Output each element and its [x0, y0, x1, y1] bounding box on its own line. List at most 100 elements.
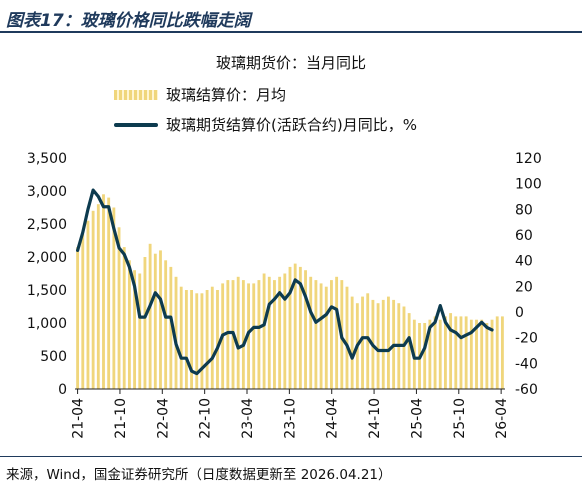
bar: [190, 290, 193, 389]
bar: [464, 316, 468, 389]
title-rule: [0, 31, 582, 33]
bar: [298, 266, 302, 389]
bar: [133, 270, 136, 389]
bar: [335, 276, 339, 389]
bottom-rule: [0, 456, 582, 457]
bar: [490, 319, 494, 389]
right-tick-label: 120: [515, 151, 542, 167]
legend-bar-label: 玻璃结算价：月均: [166, 86, 287, 104]
right-tick-label: 100: [515, 177, 542, 193]
left-tick-label: 1,500: [27, 283, 67, 299]
legend-line-swatch: [114, 122, 158, 127]
bar: [76, 247, 80, 389]
bar: [423, 323, 427, 389]
bar: [179, 286, 183, 389]
bar: [81, 233, 85, 389]
bar: [273, 280, 276, 389]
bar: [304, 270, 307, 389]
bar: [350, 296, 354, 389]
bar: [257, 280, 261, 389]
bar: [174, 276, 178, 389]
bar: [117, 227, 121, 389]
bar: [91, 210, 95, 389]
bar: [210, 286, 214, 389]
x-tick-label: 24-04: [325, 398, 341, 439]
bar: [138, 273, 142, 389]
bar: [428, 319, 432, 389]
bar: [86, 220, 90, 389]
bar: [216, 290, 219, 389]
legend-line-label: 玻璃期货结算价(活跃合约)月同比，%: [166, 116, 417, 134]
bar: [475, 319, 478, 389]
bar: [449, 313, 453, 389]
bar: [444, 316, 447, 389]
bar: [278, 276, 282, 389]
x-tick-label: 21-10: [113, 398, 129, 439]
left-tick-label: 2,500: [27, 217, 67, 233]
right-tick-label: -20: [515, 331, 538, 347]
x-tick-label: 24-10: [367, 398, 383, 439]
x-tick-label: 25-04: [409, 398, 425, 439]
bar: [485, 323, 489, 389]
bar: [148, 243, 152, 389]
bar: [169, 266, 173, 389]
bar: [459, 316, 463, 389]
right-tick-label: 60: [515, 228, 533, 244]
x-tick-label: 23-04: [240, 398, 256, 439]
bar: [283, 273, 287, 389]
bar: [127, 260, 131, 389]
right-tick-label: -60: [515, 382, 538, 398]
bar: [102, 194, 105, 389]
figure-title: 图表17：玻璃价格同比跌幅走阔: [6, 11, 251, 31]
legend-line-entry: 玻璃期货结算价(活跃合约)月同比，%: [114, 114, 417, 135]
bar: [500, 316, 504, 389]
left-tick-label: 3,000: [27, 184, 67, 200]
bar: [407, 313, 411, 389]
x-tick-label: 23-10: [282, 398, 298, 439]
left-tick-label: 2,000: [27, 250, 67, 266]
chart-title: 玻璃期货价：当月同比: [215, 54, 366, 72]
bar: [262, 273, 266, 389]
left-tick-label: 3,500: [27, 151, 67, 167]
bar: [366, 293, 370, 389]
x-tick-label: 25-10: [452, 398, 468, 439]
right-tick-label: 0: [515, 305, 524, 321]
bar: [112, 207, 116, 389]
left-tick-label: 500: [40, 349, 67, 365]
bar: [361, 296, 364, 389]
bar: [143, 257, 147, 389]
right-tick-label: -40: [515, 356, 538, 372]
bar: [454, 316, 458, 389]
bar: [438, 319, 442, 389]
bar: [226, 280, 230, 389]
bar: [293, 263, 297, 389]
bar: [480, 319, 484, 389]
right-tick-label: 80: [515, 202, 533, 218]
bar: [495, 316, 499, 389]
bar: [433, 316, 437, 389]
bar: [96, 204, 100, 389]
source-note: 来源，Wind，国金证券研究所（日度数据更新至 2026.04.21）: [6, 467, 392, 483]
right-tick-label: 20: [515, 279, 533, 295]
bar: [205, 290, 209, 389]
left-tick-label: 1,000: [27, 316, 67, 332]
bar: [330, 280, 333, 389]
bar: [200, 293, 204, 389]
bar: [402, 306, 406, 389]
bar: [241, 280, 245, 389]
bar: [319, 283, 323, 389]
bar: [153, 253, 157, 389]
yoy-line: [75, 188, 494, 376]
right-tick-label: 40: [515, 254, 533, 270]
bar: [159, 250, 162, 389]
bar: [107, 197, 111, 389]
bar: [324, 286, 328, 389]
x-tick-label: 22-10: [198, 398, 214, 439]
bar: [387, 296, 390, 389]
bar: [122, 247, 126, 389]
bar: [184, 290, 188, 389]
legend-bar-entry: 玻璃结算价：月均: [114, 84, 286, 105]
bar: [309, 276, 313, 389]
chart-canvas: 0 500 1,000 1,500 2,000 2,500 3,000 3,500 -60 -40…: [27, 151, 542, 439]
bar: [164, 260, 168, 389]
